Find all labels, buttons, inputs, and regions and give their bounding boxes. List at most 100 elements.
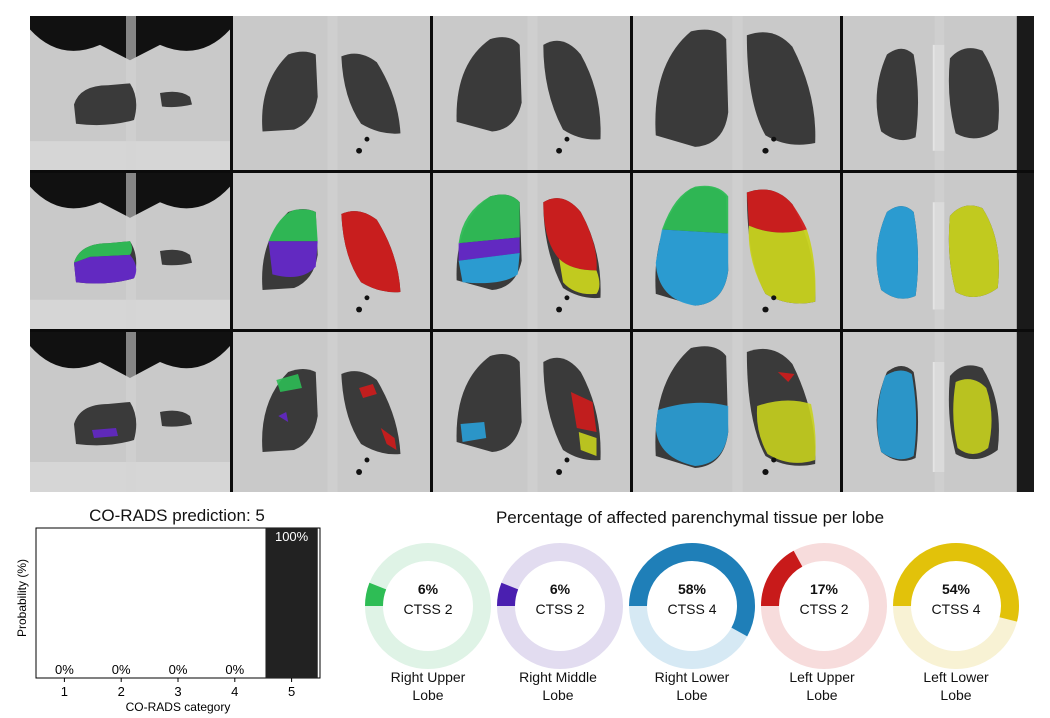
bar-value-label: 0% — [112, 662, 131, 677]
affected-region — [92, 428, 118, 438]
lobe-label-right-lower: Right Lower Lobe — [622, 668, 762, 704]
ct-slice-image — [843, 16, 1034, 170]
ct-mediastinum — [327, 332, 338, 492]
ct-lung-right — [74, 83, 137, 126]
donut-percent-label: 58% — [677, 581, 707, 597]
ct-bowel-gas — [556, 147, 563, 154]
ct-slice-image — [233, 173, 430, 329]
ct-slice-image — [633, 332, 840, 492]
lobe-segment — [543, 198, 597, 271]
ct-slice-r3-c2 — [233, 332, 430, 492]
affected-region — [655, 402, 729, 466]
ct-lung-left — [160, 249, 192, 266]
donut-percent-label: 17% — [809, 581, 839, 597]
lobe-segment — [458, 252, 520, 284]
lobe-label-line1: Right Middle — [519, 669, 597, 685]
ct-bowel-gas — [771, 457, 777, 463]
ct-slice-image — [633, 173, 840, 329]
ct-slice-r2-c2 — [233, 173, 430, 329]
donut-ring — [365, 543, 491, 669]
donut-ring — [761, 543, 887, 669]
lobe-segment — [876, 206, 919, 299]
lobe-segment — [268, 209, 318, 242]
ct-slice-image — [433, 332, 630, 492]
ct-lung-left — [160, 91, 192, 108]
ct-slice-r2-c3 — [433, 173, 630, 329]
donut-right-upper-lobe: 6% CTSS 2 — [362, 540, 494, 672]
ct-bowel-gas — [356, 469, 363, 475]
ct-slice-r2-c5 — [843, 173, 1034, 329]
ct-bowel-gas — [364, 136, 370, 142]
ct-mediastinum — [527, 332, 538, 492]
ct-mediastinum — [934, 16, 945, 170]
lobe-segment — [746, 189, 807, 233]
bar — [265, 528, 318, 678]
lobe-label-left-upper: Left Upper Lobe — [752, 668, 892, 704]
affected-region — [953, 379, 992, 454]
donut-affected-arc — [893, 543, 1019, 622]
donut-left-lower-lobe: 54% CTSS 4 — [890, 540, 1022, 672]
ct-bowel-gas — [771, 295, 777, 301]
affected-region — [578, 432, 597, 456]
ct-edge — [1016, 332, 1034, 492]
donut-affected-arc — [497, 582, 519, 607]
ct-slice-image — [843, 332, 1034, 492]
ct-bowel-gas — [762, 469, 769, 475]
ct-slice-r3-c4 — [633, 332, 840, 492]
donut-right-lower-lobe: 58% CTSS 4 — [626, 540, 758, 672]
ct-lung-left — [746, 32, 816, 145]
ct-slice-image — [433, 16, 630, 170]
ct-slice-r3-c1 — [30, 332, 230, 492]
donut-right-middle-lobe: 6% CTSS 2 — [494, 540, 626, 672]
x-axis-label: CO-RADS category — [126, 700, 231, 714]
lobe-segment — [948, 205, 999, 297]
x-tick-label: 1 — [61, 684, 68, 699]
lobe-label-line2: Lobe — [412, 687, 444, 703]
ct-slice-image — [233, 332, 430, 492]
lobe-label-line1: Left Lower — [923, 669, 989, 685]
ct-slice-image — [233, 16, 430, 170]
lobe-segment — [268, 241, 318, 277]
ct-slice-r1-c3 — [433, 16, 630, 170]
ct-slice-r3-c5 — [843, 332, 1034, 492]
ct-slice-image — [433, 173, 630, 329]
lobe-segment — [559, 258, 600, 295]
corads-chart-title: CO-RADS prediction: 5 — [89, 506, 265, 525]
ct-bowel-gas — [762, 306, 769, 313]
ct-mediastinum — [327, 173, 338, 329]
ct-mediastinum — [934, 173, 945, 329]
ct-lung-right — [262, 51, 318, 132]
lobe-label-left-lower: Left Lower Lobe — [886, 668, 1026, 704]
ct-mediastinum — [732, 16, 743, 170]
donut-ctss-label: CTSS 2 — [535, 601, 585, 617]
affected-region — [278, 412, 289, 422]
ct-edge — [1016, 16, 1034, 170]
x-tick-label: 5 — [288, 684, 295, 699]
lobe-segment — [748, 225, 816, 304]
ct-mediastinum — [527, 16, 538, 170]
lobe-segment — [74, 241, 132, 263]
lobe-segment — [661, 185, 729, 234]
ct-bowel-gas — [364, 457, 370, 463]
donut-percent-label: 6% — [417, 581, 439, 597]
ct-slice-r2-c1 — [30, 173, 230, 329]
ct-slice-image — [30, 332, 230, 492]
ct-slice-r1-c1 — [30, 16, 230, 170]
ct-lung-right — [262, 369, 318, 452]
ct-slice-r1-c4 — [633, 16, 840, 170]
ct-lung-right — [876, 48, 919, 141]
lobe-label-line1: Left Upper — [789, 669, 855, 685]
ct-bowel-gas — [556, 306, 563, 313]
affected-region — [276, 374, 302, 392]
lobe-label-line2: Lobe — [806, 687, 838, 703]
ct-bowel-gas — [771, 136, 777, 142]
donut-ctss-label: CTSS 2 — [799, 601, 849, 617]
ct-edge — [1016, 173, 1034, 329]
lobe-label-line2: Lobe — [676, 687, 708, 703]
ct-mediastinum — [732, 173, 743, 329]
ct-slice-image — [843, 173, 1034, 329]
lobe-segment — [74, 254, 137, 284]
donut-percent-label: 6% — [549, 581, 571, 597]
lobe-segment — [655, 229, 729, 306]
ct-slice-r3-c3 — [433, 332, 630, 492]
